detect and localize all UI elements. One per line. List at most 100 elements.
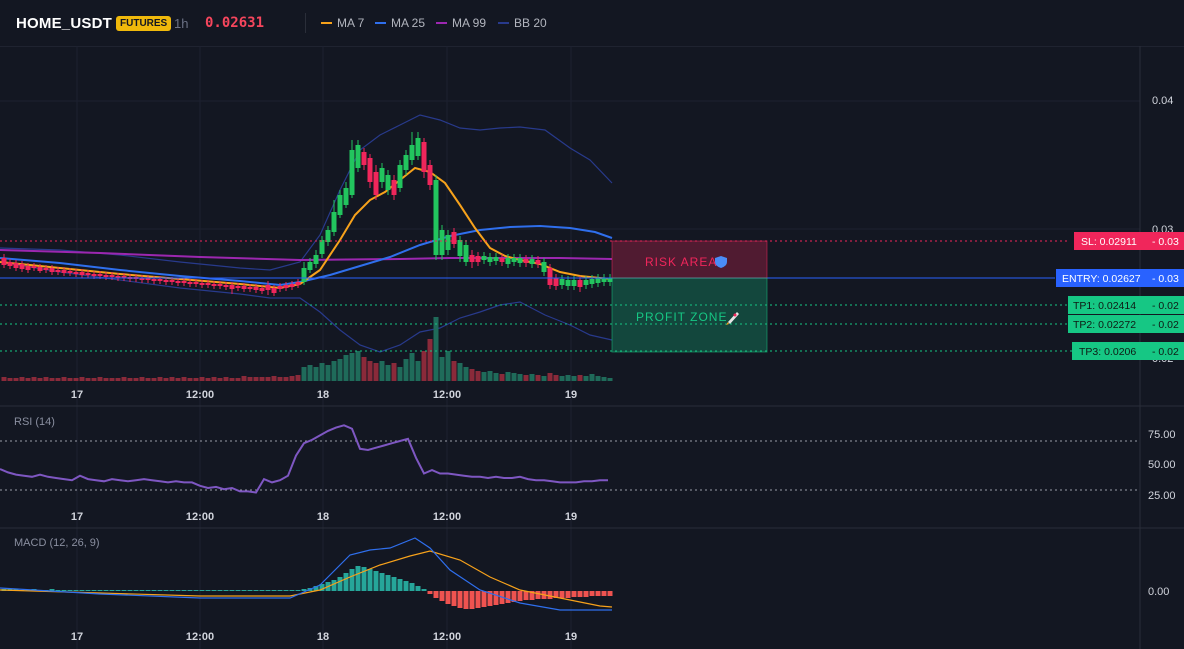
candle — [43, 265, 49, 273]
volume-bar — [289, 376, 295, 381]
entry-tag[interactable]: ENTRY: 0.02627 - 0.03 — [1056, 269, 1184, 287]
candlesticks[interactable] — [1, 132, 613, 296]
candle — [385, 170, 391, 195]
candle-body — [379, 168, 385, 182]
volume-bar — [511, 373, 517, 381]
macd-hist-bar — [595, 591, 601, 596]
candle-body — [559, 279, 565, 285]
legend-ma25[interactable]: MA 25 — [375, 16, 425, 30]
candle-body — [595, 278, 601, 283]
candle-body — [511, 258, 517, 262]
sl-tag[interactable]: SL: 0.02911 - 0.03 — [1074, 232, 1184, 250]
profit-zone-label: PROFIT ZONE — [636, 310, 727, 324]
macd-hist-bar — [259, 590, 265, 591]
tp1-tag[interactable]: TP1: 0.02414 - 0.02 — [1068, 296, 1184, 314]
tp3-tag-label: TP3: 0.0206 — [1079, 346, 1136, 358]
candle-body — [235, 286, 241, 288]
chart-canvas[interactable]: 0.04 0.03 0.02 RISK AREA PROFIT ZONE SL:… — [0, 46, 1184, 649]
candle-body — [343, 188, 349, 205]
volume-bar — [163, 378, 169, 381]
candle-body — [13, 263, 19, 268]
volume-bar — [361, 357, 367, 381]
candle-body — [223, 285, 229, 287]
volume-bar — [325, 365, 331, 381]
timeframe-label[interactable]: 1h — [174, 16, 189, 31]
time-label: 17 — [71, 631, 83, 643]
last-price: 0.02631 — [205, 15, 265, 31]
volume-bar — [595, 376, 601, 381]
candle-body — [211, 284, 217, 286]
candle — [433, 175, 439, 260]
candle — [247, 284, 253, 292]
volume-bar — [385, 365, 391, 381]
tp3-tag[interactable]: TP3: 0.0206 - 0.02 — [1072, 342, 1184, 360]
candle-body — [25, 266, 31, 270]
candle — [493, 253, 499, 265]
volume-bar — [589, 374, 595, 381]
candle — [289, 281, 295, 290]
macd-hist-bar — [61, 590, 67, 591]
volume-bar — [133, 378, 139, 381]
volume-bar — [265, 377, 271, 381]
time-label: 18 — [317, 631, 329, 643]
tp2-tag[interactable]: TP2: 0.02272 - 0.02 — [1068, 315, 1184, 333]
candle — [259, 285, 265, 294]
candle-body — [61, 270, 67, 273]
legend-ma7[interactable]: MA 7 — [321, 16, 364, 30]
macd-hist-bar — [181, 590, 187, 591]
macd-hist-bar — [223, 590, 229, 591]
macd-hist-bar — [139, 590, 145, 591]
volume-bar — [271, 376, 277, 381]
macd-hist-bar — [415, 586, 421, 591]
candle-body — [553, 278, 559, 286]
time-label: 12:00 — [186, 389, 214, 401]
candle — [439, 225, 445, 260]
candle — [109, 272, 115, 280]
macd-hist-bar — [211, 590, 217, 591]
candle-body — [31, 266, 37, 268]
candle — [469, 250, 475, 268]
candle — [271, 285, 277, 296]
candle — [67, 268, 73, 276]
symbol-label[interactable]: HOME_USDT — [16, 15, 112, 32]
candle-body — [271, 288, 277, 293]
candle — [547, 264, 553, 289]
volume-bar — [577, 375, 583, 381]
volume-bar — [73, 378, 79, 381]
rsi-title: RSI (14) — [14, 416, 55, 428]
legend-bb20[interactable]: BB 20 — [498, 16, 547, 30]
macd-hist-bar — [601, 591, 607, 596]
volume-bar — [97, 377, 103, 381]
macd-hist-bar — [481, 591, 487, 607]
macd-hist-bar — [169, 590, 175, 591]
legend-label-ma7: MA 7 — [337, 16, 365, 30]
volume-bar — [31, 377, 37, 381]
volume-bar — [217, 378, 223, 381]
risk-zone-label: RISK AREA — [645, 255, 717, 269]
profit-zone[interactable] — [611, 277, 768, 353]
risk-zone[interactable] — [611, 240, 768, 279]
candle — [337, 190, 343, 218]
volume-bar — [295, 375, 301, 381]
candle — [349, 140, 355, 198]
volume-bar — [7, 378, 13, 381]
volume-bar — [349, 353, 355, 381]
candle — [85, 270, 91, 278]
candle-body — [295, 282, 301, 285]
candle — [457, 236, 463, 262]
candle — [121, 273, 127, 281]
candle — [295, 279, 301, 288]
candle — [523, 255, 529, 267]
candle — [1, 254, 7, 268]
candle — [463, 240, 469, 266]
volume-bar — [529, 374, 535, 381]
candle-body — [181, 281, 187, 283]
legend-ma99[interactable]: MA 99 — [436, 16, 486, 30]
candle-body — [229, 285, 235, 289]
candle — [361, 148, 367, 170]
candle-body — [157, 279, 163, 281]
candle-body — [361, 152, 367, 165]
macd-hist-bar — [217, 590, 223, 591]
time-label: 12:00 — [186, 511, 214, 523]
candle — [475, 252, 481, 266]
